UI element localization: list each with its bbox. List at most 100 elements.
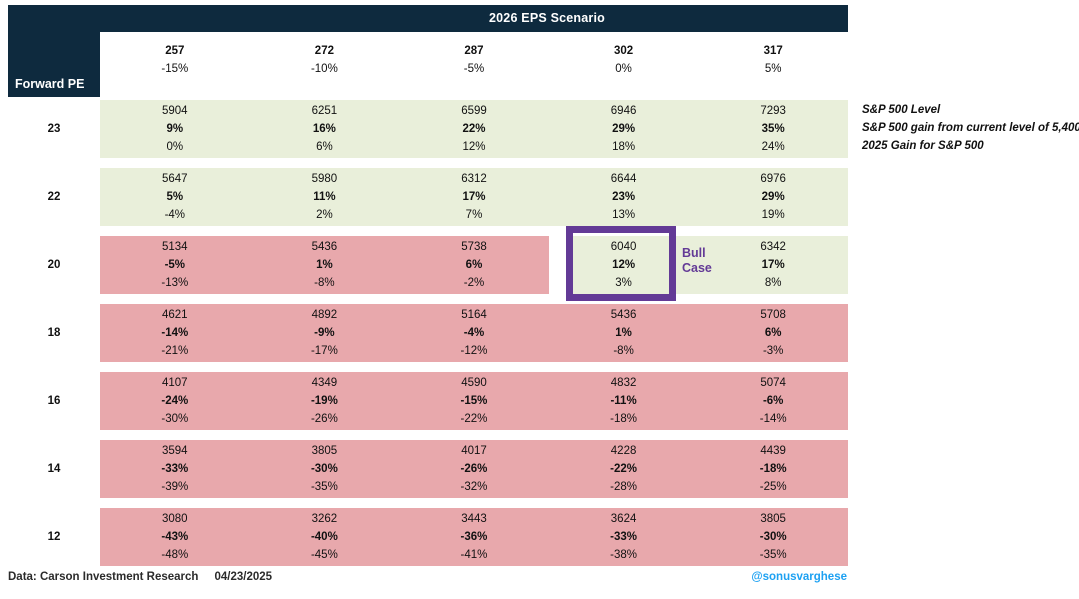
sp500-level: 4621 (162, 309, 188, 321)
gain-from-current: -36% (460, 531, 488, 543)
sp500-level: 6644 (610, 173, 637, 185)
gain-2025: -48% (161, 549, 189, 561)
sp500-level: 4107 (162, 377, 188, 389)
forward-pe-value-12: 12 (47, 531, 61, 543)
eps-change-pct: -15% (161, 63, 189, 75)
scenario-cell-pe22-eps287: 6312 17% 7% (399, 168, 549, 226)
sp500-level: 3805 (311, 445, 338, 457)
eps-value: 287 (464, 45, 484, 57)
table-title: 2026 EPS Scenario (489, 11, 605, 25)
scenario-cell-pe20-eps257: 5134 -5% -13% (100, 236, 250, 294)
sp500-level: 4590 (461, 377, 487, 389)
pe-row-20: 20 5134 -5% -13% 5436 1% -8% 5738 6% -2% 6040 12% 3%… (8, 236, 848, 294)
scenario-cell-pe12-eps317: 3805 -30% -35% (698, 508, 848, 566)
sp500-level: 5164 (461, 309, 487, 321)
gain-from-current: 5% (166, 191, 184, 203)
gain-2025: -30% (161, 413, 189, 425)
gain-from-current: -4% (463, 327, 485, 339)
sp500-level: 5074 (760, 377, 786, 389)
pe-row-18: 18 4621 -14% -21% 4892 -9% -17% 5164 -4% -12% 5436… (8, 304, 848, 362)
gain-2025: 7% (465, 209, 483, 221)
gain-2025: 24% (761, 141, 785, 153)
scenario-cell-pe22-eps272: 5980 11% 2% (250, 168, 400, 226)
sp500-level: 5436 (311, 241, 338, 253)
forward-pe-value-22: 22 (47, 191, 61, 203)
bull-case-highlight-box (566, 226, 676, 301)
eps-column-headers: 257 -15% 272 -10% 287 -5% 302 0% 317 5% (100, 42, 848, 78)
sp500-level: 4017 (461, 445, 487, 457)
gain-from-current: -30% (310, 463, 338, 475)
scenario-cell-pe12-eps272: 3262 -40% -45% (250, 508, 400, 566)
scenario-cell-pe16-eps287: 4590 -15% -22% (399, 372, 549, 430)
scenario-cell-pe23-eps272: 6251 16% 6% (250, 100, 400, 158)
sp500-level: 4228 (610, 445, 637, 457)
gain-from-current: -11% (610, 395, 637, 407)
table-header-bar: 2026 EPS Scenario (8, 5, 848, 32)
scenario-cell-pe23-eps287: 6599 22% 12% (399, 100, 549, 158)
gain-from-current: -26% (460, 463, 488, 475)
gain-from-current: 1% (615, 327, 632, 339)
gain-2025: -17% (310, 345, 338, 357)
row-band-green (100, 168, 848, 226)
gain-from-current: 6% (465, 259, 483, 271)
sp500-level: 3262 (311, 513, 338, 525)
sp500-level: 3805 (760, 513, 786, 525)
gain-2025: -45% (310, 549, 338, 561)
gain-from-current: -33% (610, 531, 637, 543)
scenario-cell-pe16-eps272: 4349 -19% -26% (250, 372, 400, 430)
scenario-cell-pe14-eps287: 4017 -26% -32% (399, 440, 549, 498)
footer-date: 04/23/2025 (214, 571, 273, 583)
sp500-level: 5904 (162, 105, 188, 117)
sp500-level: 3594 (162, 445, 188, 457)
annotation-gain: S&P 500 gain from current level of 5,400 (862, 122, 1079, 134)
row-band-green (100, 100, 848, 158)
sp500-level: 4892 (311, 309, 338, 321)
scenario-cell-pe23-eps317: 7293 35% 24% (698, 100, 848, 158)
sp500-level: 5738 (461, 241, 487, 253)
gain-2025: -13% (161, 277, 189, 289)
eps-change-pct: 0% (615, 63, 632, 75)
gain-from-current: -9% (314, 327, 335, 339)
scenario-cell-pe14-eps272: 3805 -30% -35% (250, 440, 400, 498)
gain-from-current: 29% (761, 191, 785, 203)
scenario-cell-pe22-eps257: 5647 5% -4% (100, 168, 250, 226)
footer-twitter-handle[interactable]: @sonusvarghese (751, 571, 847, 583)
eps-value: 272 (314, 45, 334, 57)
gain-2025: -35% (759, 549, 787, 561)
scenario-cell-pe22-eps302: 6644 23% 13% (549, 168, 699, 226)
eps-value: 317 (763, 45, 783, 57)
gain-from-current: -33% (161, 463, 189, 475)
sp500-level: 3443 (461, 513, 487, 525)
pe-row-12: 12 3080 -43% -48% 3262 -40% -45% 3443 -36% -41% 36… (8, 508, 848, 566)
scenario-cell-pe14-eps317: 4439 -18% -25% (698, 440, 848, 498)
sp500-level: 5436 (610, 309, 637, 321)
gain-from-current: 23% (612, 191, 636, 203)
eps-column-header-317: 317 5% (698, 42, 848, 78)
eps-value: 302 (613, 45, 634, 57)
gain-from-current: 35% (761, 123, 785, 135)
sp500-level: 4439 (760, 445, 786, 457)
row-band-pink (100, 236, 549, 294)
forward-pe-value-18: 18 (47, 327, 61, 339)
forward-pe-value-20: 20 (47, 259, 61, 271)
sp500-level: 3624 (610, 513, 637, 525)
footer-attribution: Data: Carson Investment Research 04/23/2… (8, 571, 272, 583)
gain-2025: 6% (316, 141, 333, 153)
gain-2025: -41% (460, 549, 488, 561)
gain-from-current: 29% (612, 123, 636, 135)
gain-from-current: -5% (164, 259, 186, 271)
scenario-cell-pe18-eps272: 4892 -9% -17% (250, 304, 400, 362)
gain-2025: -18% (610, 413, 637, 425)
eps-column-header-287: 287 -5% (399, 42, 549, 78)
scenario-cell-pe20-eps302: 6040 12% 3% (549, 236, 699, 294)
gain-2025: 18% (612, 141, 636, 153)
eps-change-pct: -5% (463, 63, 485, 75)
eps-value: 257 (165, 45, 185, 57)
gain-2025: -3% (762, 345, 784, 357)
gain-2025: -8% (613, 345, 634, 357)
sp500-level: 4832 (610, 377, 637, 389)
row-band-pink (100, 508, 848, 566)
sp500-level: 6040 (610, 241, 637, 253)
scenario-cell-pe20-eps317: 6342 17% 8% (698, 236, 848, 294)
